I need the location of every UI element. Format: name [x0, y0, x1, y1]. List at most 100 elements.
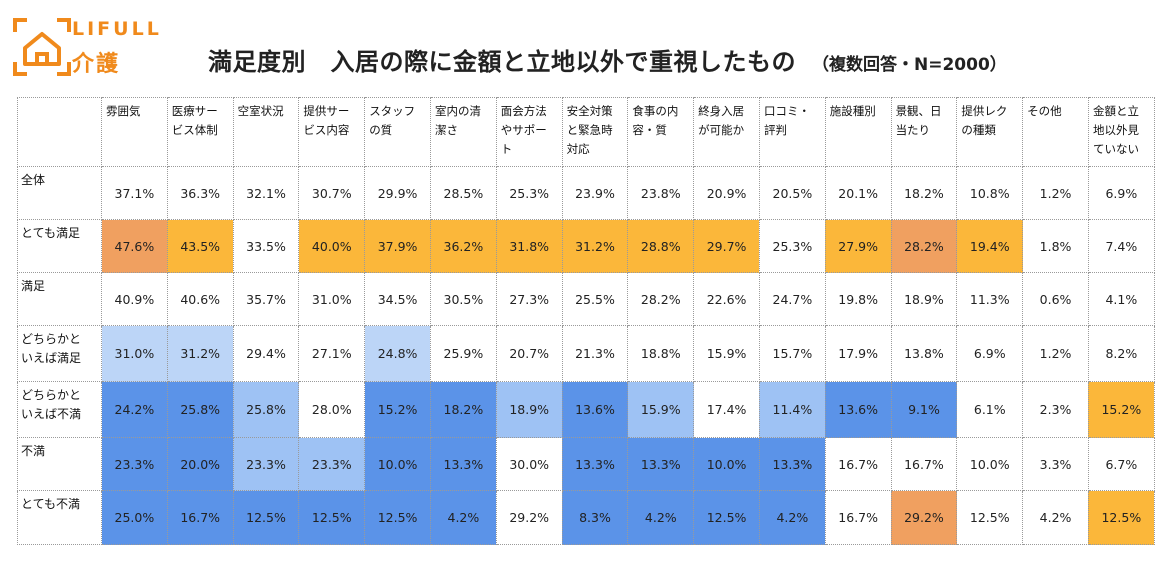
- data-cell: 36.2%: [429, 219, 497, 273]
- data-cell: 16.7%: [824, 437, 892, 491]
- row-header-line: いえば不満: [21, 407, 82, 421]
- column-header-line: 安全対策: [566, 104, 613, 118]
- data-cell: 3.3%: [1022, 437, 1089, 491]
- data-cell: 30.0%: [495, 437, 563, 491]
- data-cell: 8.2%: [1087, 325, 1155, 382]
- data-cell: 15.9%: [693, 325, 760, 382]
- column-header-line: 室内の清: [434, 104, 481, 118]
- data-cell: 18.8%: [627, 325, 695, 382]
- column-header-line: 終身入居: [698, 104, 745, 118]
- column-header-line: 面会方法: [500, 104, 547, 118]
- column-header-line: スタッフ: [369, 104, 416, 118]
- data-cell: 4.2%: [1022, 490, 1089, 545]
- data-cell: 11.4%: [758, 381, 826, 438]
- data-cell: 47.6%: [101, 219, 168, 273]
- column-header: その他: [1022, 97, 1089, 167]
- column-header-line: 提供サー: [303, 104, 350, 118]
- column-header-line: と緊急時: [566, 123, 613, 137]
- data-cell: 4.2%: [429, 490, 497, 545]
- data-cell: 1.8%: [1022, 219, 1089, 273]
- data-cell: 18.9%: [890, 272, 958, 326]
- data-cell: 28.8%: [627, 219, 695, 273]
- data-cell: 15.7%: [758, 325, 826, 382]
- column-header: 提供サー ビス内容: [298, 97, 366, 167]
- data-cell: 31.0%: [101, 325, 168, 382]
- data-cell: 19.8%: [824, 272, 892, 326]
- data-cell: 6.7%: [1087, 437, 1155, 491]
- data-cell: 16.7%: [890, 437, 958, 491]
- data-cell: 15.2%: [364, 381, 431, 438]
- data-cell: 15.9%: [627, 381, 695, 438]
- column-header-line: の質: [369, 123, 393, 137]
- data-cell: 25.3%: [495, 166, 563, 220]
- data-cell: 18.9%: [495, 381, 563, 438]
- data-cell: 11.3%: [956, 272, 1024, 326]
- title-main: 満足度別 入居の際に金額と立地以外で重視したもの: [208, 48, 796, 76]
- data-cell: 25.9%: [429, 325, 497, 382]
- row-header: とても不満: [17, 490, 102, 545]
- data-cell: 28.0%: [298, 381, 366, 438]
- data-cell: 6.1%: [956, 381, 1024, 438]
- data-cell: 40.9%: [101, 272, 168, 326]
- data-cell: 31.2%: [561, 219, 629, 273]
- data-cell: 40.0%: [298, 219, 366, 273]
- table-row: 全体 37.1% 36.3% 32.1% 30.7% 29.9% 28.5% 25.3% 23.…: [17, 166, 1155, 220]
- data-cell: 23.3%: [232, 437, 300, 491]
- data-cell: 4.2%: [758, 490, 826, 545]
- data-cell: 31.0%: [298, 272, 366, 326]
- data-cell: 10.0%: [693, 437, 760, 491]
- data-cell: 20.0%: [166, 437, 234, 491]
- data-cell: 32.1%: [232, 166, 300, 220]
- data-cell: 9.1%: [890, 381, 958, 438]
- column-header-line: 提供レク: [961, 104, 1008, 118]
- survey-table: 雰囲気 医療サー ビス体制 空室状況 提供サー ビス内容 スタッフ の質 室内の清 潔さ 面会方法や…: [17, 97, 1155, 545]
- row-header: 満足: [17, 272, 102, 326]
- data-cell: 22.6%: [693, 272, 760, 326]
- data-cell: 37.1%: [101, 166, 168, 220]
- column-header: 空室状況: [232, 97, 300, 167]
- row-header-line: とても満足: [21, 226, 81, 240]
- column-header: 医療サー ビス体制: [166, 97, 234, 167]
- data-cell: 25.3%: [758, 219, 826, 273]
- data-cell: 12.5%: [298, 490, 366, 545]
- column-header-line: 景観、日: [895, 104, 942, 118]
- data-cell: 23.3%: [101, 437, 168, 491]
- column-header-line: ていない: [1092, 142, 1139, 156]
- data-cell: 1.2%: [1022, 325, 1089, 382]
- data-cell: 17.4%: [693, 381, 760, 438]
- row-header-line: とても不満: [21, 497, 81, 511]
- data-cell: 25.0%: [101, 490, 168, 545]
- row-header-line: 全体: [21, 173, 46, 187]
- data-cell: 12.5%: [956, 490, 1024, 545]
- data-cell: 36.3%: [166, 166, 234, 220]
- column-header-line: 食事の内: [632, 104, 679, 118]
- data-cell: 29.2%: [890, 490, 958, 545]
- data-cell: 27.3%: [495, 272, 563, 326]
- data-cell: 24.2%: [101, 381, 168, 438]
- data-cell: 13.3%: [429, 437, 497, 491]
- brand-name-top: LIFULL: [72, 18, 162, 40]
- row-header-line: 不満: [21, 444, 46, 458]
- title-sub: （複数回答・N=2000）: [812, 55, 1007, 75]
- table-row: どちらかと いえば不満 24.2% 25.8% 25.8% 28.0% 15.2% 18.2%…: [17, 381, 1155, 438]
- data-cell: 6.9%: [1087, 166, 1155, 220]
- data-cell: 30.5%: [429, 272, 497, 326]
- row-header: 全体: [17, 166, 102, 220]
- row-header: どちらかと いえば満足: [17, 325, 102, 382]
- data-cell: 28.2%: [627, 272, 695, 326]
- data-cell: 20.1%: [824, 166, 892, 220]
- column-header: 室内の清 潔さ: [429, 97, 497, 167]
- data-cell: 23.8%: [627, 166, 695, 220]
- data-cell: 20.5%: [758, 166, 826, 220]
- data-cell: 10.0%: [364, 437, 431, 491]
- data-cell: 13.3%: [627, 437, 695, 491]
- data-cell: 18.2%: [429, 381, 497, 438]
- data-cell: 10.8%: [956, 166, 1024, 220]
- data-cell: 16.7%: [166, 490, 234, 545]
- table-row: とても満足 47.6% 43.5% 33.5% 40.0% 37.9% 36.2% 31.8%…: [17, 219, 1155, 273]
- data-cell: 19.4%: [956, 219, 1024, 273]
- data-cell: 29.4%: [232, 325, 300, 382]
- column-header-line: 地以外見: [1092, 123, 1139, 137]
- column-header: 景観、日 当たり: [890, 97, 958, 167]
- column-header-line: ト: [500, 142, 513, 156]
